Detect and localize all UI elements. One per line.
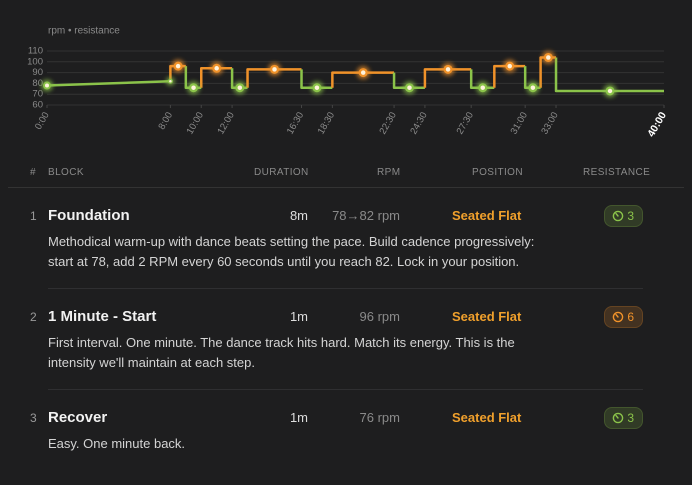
rpm-dot bbox=[526, 81, 540, 95]
x-tick-label: 33:00 bbox=[539, 110, 560, 136]
rpm-segment bbox=[246, 68, 302, 88]
x-tick-label: 31:00 bbox=[509, 110, 530, 136]
block-row: 1 Foundation 8m 78→82 rpm Seated Flat 3 Method… bbox=[30, 188, 643, 289]
block-rpm: 96 rpm bbox=[359, 309, 400, 324]
x-tick-label: 24:30 bbox=[408, 110, 429, 136]
block-rpm: 78→82 rpm bbox=[332, 208, 400, 223]
x-tick-label: 10:00 bbox=[185, 110, 206, 136]
dot-core bbox=[214, 66, 219, 71]
rpm-segment bbox=[423, 68, 472, 88]
dot-core bbox=[445, 67, 451, 72]
rpm-segment bbox=[46, 79, 171, 87]
header-cell: # bbox=[30, 167, 36, 178]
rpm-segment bbox=[554, 57, 664, 93]
block-position: Seated Flat bbox=[452, 410, 522, 425]
header-cell: RESISTANCE bbox=[583, 167, 651, 178]
y-tick-label: 100 bbox=[27, 56, 43, 67]
gauge-icon bbox=[613, 311, 624, 323]
block-position: Seated Flat bbox=[452, 208, 522, 223]
rpm-dot bbox=[233, 81, 247, 95]
rpm-dot bbox=[310, 81, 324, 95]
x-tick-label: 16:30 bbox=[285, 110, 306, 136]
dot-core bbox=[407, 85, 412, 90]
dot-core bbox=[45, 83, 49, 88]
rpm-segment bbox=[331, 71, 395, 88]
header-cell: BLOCK bbox=[48, 167, 84, 178]
block-description: Easy. One minute back. bbox=[48, 436, 186, 451]
header-cell: POSITION bbox=[472, 167, 523, 178]
block-number: 3 bbox=[30, 411, 37, 425]
block-description: Methodical warm-up with dance beats sett… bbox=[48, 234, 535, 269]
x-tick-label: 8:00 bbox=[156, 110, 175, 132]
resistance-value: 3 bbox=[627, 411, 634, 425]
block-rpm: 76 rpm bbox=[359, 410, 400, 425]
rpm-dot bbox=[210, 61, 224, 75]
block-table: # BLOCK DURATION RPM POSITION RESISTANCE… bbox=[0, 160, 692, 470]
y-tick-label: 110 bbox=[28, 46, 43, 57]
block-number: 2 bbox=[30, 310, 37, 324]
gauge-icon bbox=[613, 412, 624, 424]
block-row: 2 1 Minute - Start 1m 96 rpm Seated Flat 6 Fir… bbox=[30, 289, 643, 390]
dot-core bbox=[314, 85, 320, 90]
x-tick-label: 22:30 bbox=[377, 110, 398, 136]
dot-core bbox=[360, 70, 366, 75]
header-cell: DURATION bbox=[254, 167, 309, 178]
block-title: 1 Minute - Start bbox=[48, 308, 157, 325]
rpm-dot bbox=[402, 81, 416, 95]
dot-core bbox=[169, 79, 172, 83]
dot-core bbox=[175, 63, 181, 69]
dot-core bbox=[530, 85, 536, 90]
x-tick-label: 27:30 bbox=[455, 110, 476, 136]
rpm-dot bbox=[171, 59, 185, 73]
rpm-dot bbox=[503, 59, 517, 73]
dot-core bbox=[607, 88, 613, 94]
y-tick-label: 90 bbox=[32, 67, 43, 78]
x-tick-label: 18:30 bbox=[316, 110, 337, 136]
resistance-value: 3 bbox=[627, 209, 634, 223]
rpm-dot bbox=[476, 81, 490, 95]
block-number: 1 bbox=[30, 209, 37, 223]
y-tick-label: 70 bbox=[32, 89, 43, 100]
gauge-icon bbox=[613, 210, 624, 222]
block-duration: 1m bbox=[289, 309, 308, 324]
rpm-dot bbox=[356, 66, 370, 80]
block-title: Recover bbox=[48, 409, 108, 426]
rpm-dot bbox=[187, 81, 201, 95]
header-cell: RPM bbox=[377, 167, 401, 178]
resistance-badge: 3 bbox=[604, 205, 643, 227]
table-header: # BLOCK DURATION RPM POSITION RESISTANCE bbox=[8, 160, 684, 188]
dot-core bbox=[546, 55, 551, 60]
dot-core bbox=[191, 85, 196, 90]
rpm-dot bbox=[441, 62, 455, 76]
x-tick-label: 12:00 bbox=[215, 110, 236, 136]
resistance-value: 6 bbox=[627, 310, 634, 324]
block-description: First interval. One minute. The dance tr… bbox=[48, 335, 515, 370]
rpm-dot bbox=[268, 62, 282, 76]
rpm-dot bbox=[603, 84, 617, 98]
y-tick-label: 80 bbox=[32, 78, 43, 89]
block-duration: 8m bbox=[289, 208, 308, 223]
rpm-dot bbox=[41, 79, 53, 92]
dot-core bbox=[272, 67, 277, 72]
x-tick-label: 0:00 bbox=[33, 110, 52, 132]
dot-core bbox=[480, 85, 486, 90]
block-row: 3 Recover 1m 76 rpm Seated Flat 3 Easy. One mi… bbox=[30, 390, 643, 470]
block-position: Seated Flat bbox=[452, 309, 522, 324]
y-tick-label: 60 bbox=[32, 100, 43, 111]
rpm-dot bbox=[165, 76, 175, 86]
resistance-badge: 6 bbox=[604, 306, 643, 328]
table-body: 1 Foundation 8m 78→82 rpm Seated Flat 3 Method… bbox=[0, 188, 692, 470]
dot-core bbox=[237, 85, 243, 90]
resistance-badge: 3 bbox=[604, 407, 643, 429]
block-title: Foundation bbox=[48, 207, 130, 224]
block-duration: 1m bbox=[289, 410, 308, 425]
dot-core bbox=[507, 63, 512, 69]
x-tick-label: 40:00 bbox=[645, 110, 669, 139]
axis-label: rpm • resistance bbox=[48, 26, 120, 37]
rpm-dot bbox=[541, 50, 555, 64]
